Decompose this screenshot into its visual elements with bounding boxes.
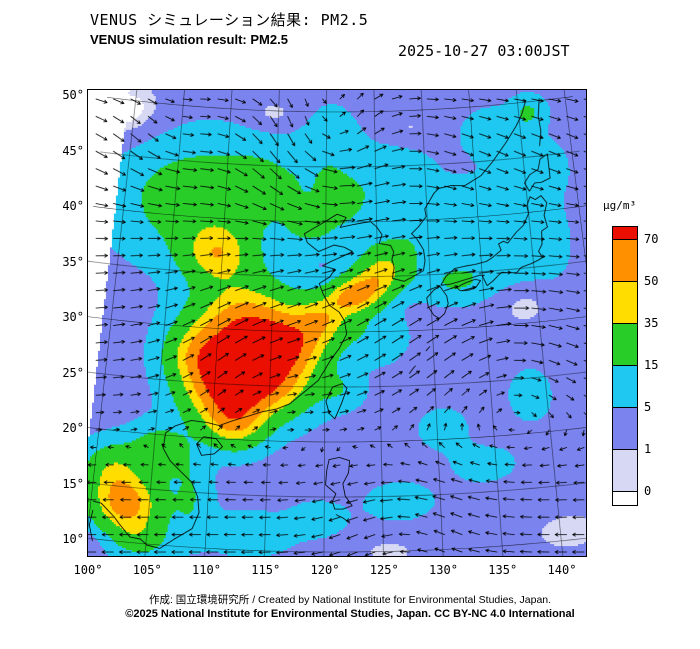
colorbar-segment (613, 324, 637, 366)
colorbar-segment (613, 366, 637, 408)
lon-tick-label: 130° (429, 563, 458, 577)
lon-tick-label: 105° (132, 563, 162, 577)
lon-tick-label: 110° (192, 563, 221, 577)
lon-tick-label: 115° (251, 563, 281, 577)
lon-tick-label: 120° (310, 563, 340, 577)
colorbar-tick-label: 0 (644, 484, 652, 498)
lat-tick-label: 45° (62, 143, 84, 158)
valid-time-label: 2025-10-27 03:00JST (398, 42, 570, 60)
colorbar-segment (613, 408, 637, 450)
credit-line: 作成: 国立環境研究所 / Created by National Instit… (148, 594, 552, 606)
page-title-japanese: VENUS シミュレーション結果: PM2.5 (90, 11, 369, 29)
lon-tick-label: 140° (547, 563, 577, 577)
lat-tick-label: 30° (62, 310, 84, 324)
pm25-concentration-map (86, 88, 587, 557)
lon-tick-label: 100° (73, 563, 103, 577)
lat-tick-label: 50° (62, 88, 84, 102)
colorbar-tick-label: 35 (644, 316, 659, 330)
license-line: ©2025 National Institute for Environment… (125, 608, 575, 620)
lat-tick-label: 20° (62, 421, 84, 435)
lat-tick-label: 25° (62, 365, 84, 380)
lat-tick-label: 10° (62, 532, 84, 546)
colorbar-tick-label: 5 (644, 400, 652, 414)
colorbar-segment (613, 227, 637, 240)
colorbar (612, 226, 638, 506)
lat-tick-label: 35° (62, 254, 84, 269)
colorbar-tick-label: 70 (644, 232, 659, 246)
lat-tick-label: 15° (62, 476, 84, 491)
colorbar-tick-label: 15 (644, 358, 659, 372)
colorbar-tick-label: 1 (644, 442, 652, 456)
lon-tick-label: 125° (369, 563, 399, 577)
colorbar-segment (613, 492, 637, 505)
lon-tick-label: 135° (488, 563, 518, 577)
colorbar-unit-label: μg/m³ (603, 199, 637, 212)
colorbar-segment (613, 240, 637, 282)
colorbar-segment (613, 282, 637, 324)
colorbar-segment (613, 450, 637, 492)
lat-tick-label: 40° (62, 199, 84, 213)
colorbar-tick-label: 50 (644, 274, 659, 288)
page-title-english: VENUS simulation result: PM2.5 (90, 32, 288, 47)
